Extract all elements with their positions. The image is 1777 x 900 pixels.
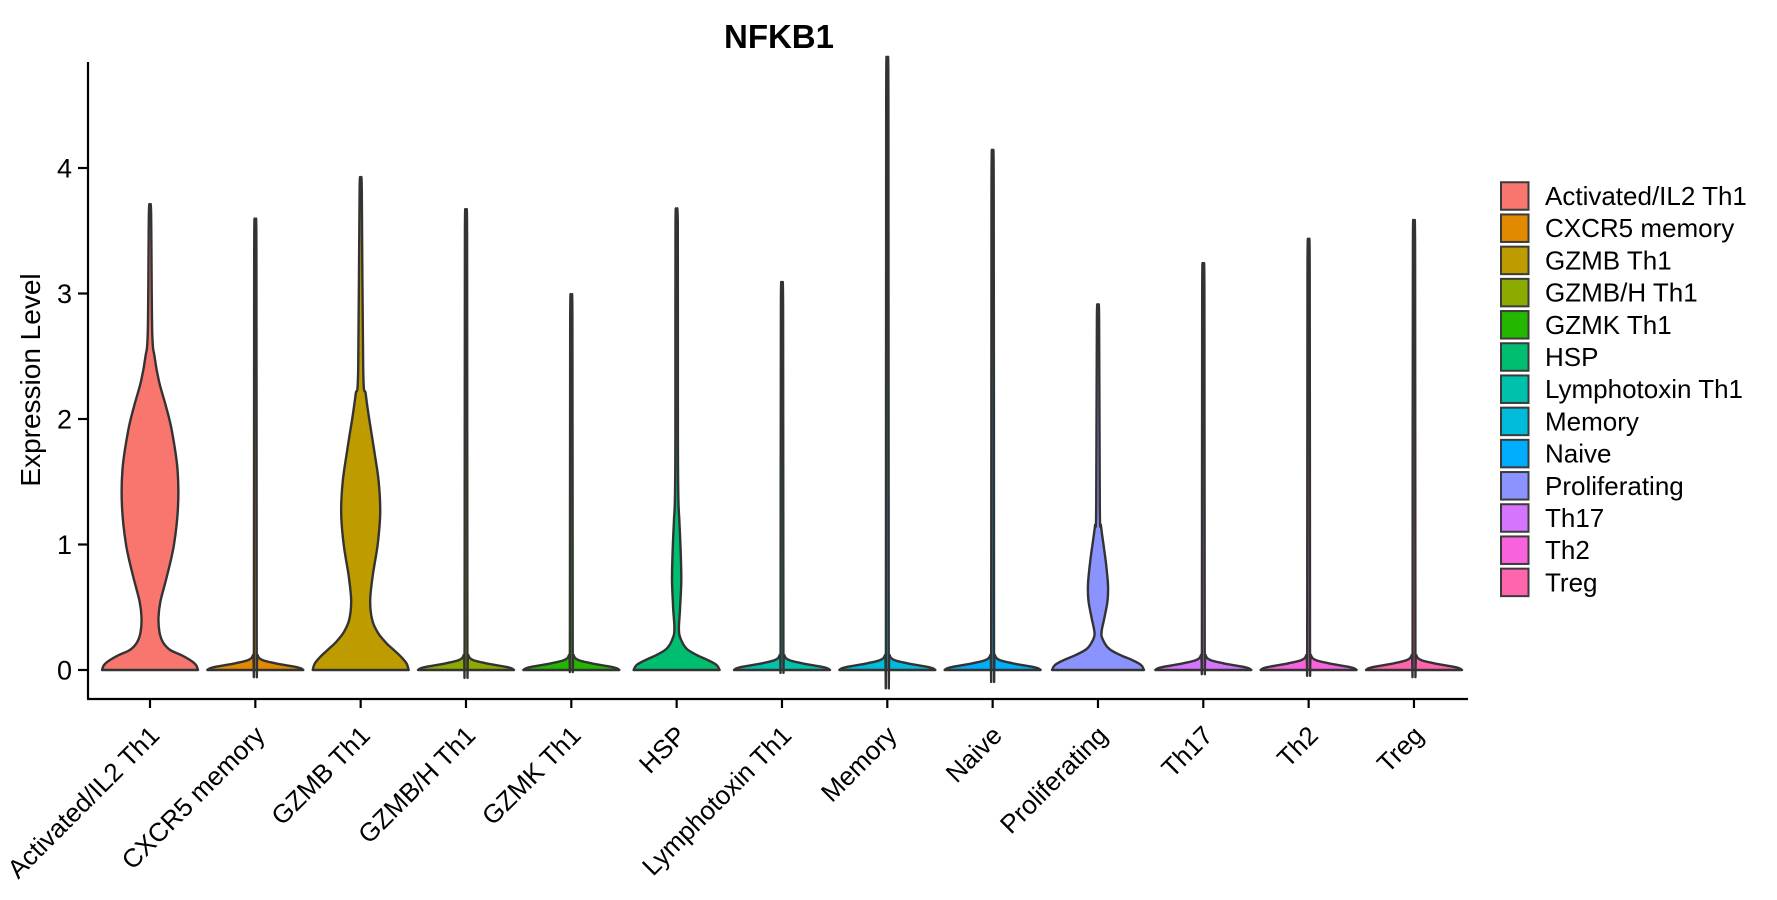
legend-label: Th2 xyxy=(1545,535,1590,565)
legend-swatch-icon xyxy=(1500,406,1530,437)
x-tick-label-gzmb-th1: GZMB Th1 xyxy=(265,720,376,831)
legend-item-proliferating: Proliferating xyxy=(1500,471,1684,501)
legend-label: Naive xyxy=(1545,439,1611,469)
legend-label: CXCR5 memory xyxy=(1545,213,1734,243)
violin-hsp xyxy=(632,207,721,672)
legend-item-hsp: HSP xyxy=(1500,342,1598,372)
legend-swatch-icon xyxy=(1500,567,1530,598)
y-tick-label-3: 3 xyxy=(57,279,72,309)
violin-gzmk-th1 xyxy=(522,293,621,674)
violin-th2 xyxy=(1259,237,1358,677)
legend-item-naive: Naive xyxy=(1500,438,1611,469)
legend-swatch-icon xyxy=(1500,471,1530,501)
violin-naive xyxy=(943,148,1042,683)
legend-label: Activated/IL2 Th1 xyxy=(1545,181,1747,211)
legend-label: Memory xyxy=(1545,406,1639,436)
legend-item-gzmb-h-th1: GZMB/H Th1 xyxy=(1500,277,1698,308)
y-tick-label-2: 2 xyxy=(57,405,72,435)
x-tick-label-th2: Th2 xyxy=(1271,720,1324,773)
violin-th17 xyxy=(1154,262,1253,676)
legend-item-th17: Th17 xyxy=(1500,503,1604,533)
legend-swatch-icon xyxy=(1500,535,1530,565)
y-tick-label-1: 1 xyxy=(57,530,72,560)
legend-swatch-icon xyxy=(1500,213,1530,243)
legend-item-th2: Th2 xyxy=(1500,535,1590,565)
violins xyxy=(100,55,1464,690)
legend-swatch-icon xyxy=(1500,310,1530,340)
legend-swatch-icon xyxy=(1500,438,1530,469)
violin-treg xyxy=(1364,218,1464,679)
y-tick-label-0: 0 xyxy=(57,656,72,686)
legend-label: GZMK Th1 xyxy=(1545,310,1672,340)
legend-label: GZMB/H Th1 xyxy=(1545,278,1698,308)
x-tick-label-hsp: HSP xyxy=(633,720,692,779)
legend-label: Treg xyxy=(1545,567,1598,597)
legend-swatch-icon xyxy=(1500,503,1530,533)
legend-item-cxcr5-memory: CXCR5 memory xyxy=(1500,213,1734,243)
legend-label: Proliferating xyxy=(1545,471,1684,501)
violin-memory xyxy=(838,55,937,690)
legend-item-treg: Treg xyxy=(1500,567,1598,598)
legend-label: Th17 xyxy=(1545,503,1604,533)
y-tick-label-4: 4 xyxy=(57,154,72,184)
legend-swatch-icon xyxy=(1500,277,1530,308)
violin-gzmb-th1 xyxy=(311,175,410,672)
x-tick-label-proliferating: Proliferating xyxy=(994,720,1113,839)
legend-item-gzmb-th1: GZMB Th1 xyxy=(1500,245,1672,276)
x-tick-label-treg: Treg xyxy=(1371,720,1429,778)
legend-item-memory: Memory xyxy=(1500,406,1639,437)
y-axis-title: Expression Level xyxy=(15,273,46,486)
x-tick-label-memory: Memory xyxy=(815,720,903,808)
legend-swatch-icon xyxy=(1500,342,1530,372)
x-tick-label-gzmk-th1: GZMK Th1 xyxy=(476,720,587,831)
axes xyxy=(78,62,1468,708)
legend-item-gzmk-th1: GZMK Th1 xyxy=(1500,310,1672,340)
legend-swatch-icon xyxy=(1500,245,1530,276)
y-axis-tick-labels: 0 1 2 3 4 xyxy=(57,154,72,686)
x-tick-label-th17: Th17 xyxy=(1155,720,1218,783)
violin-activated-il2-th1 xyxy=(100,202,200,672)
x-tick-label-naive: Naive xyxy=(940,720,1008,788)
legend-label: Lymphotoxin Th1 xyxy=(1545,374,1743,404)
violin-lymphotoxin-th1 xyxy=(732,280,832,675)
legend-item-activated-il2-th1: Activated/IL2 Th1 xyxy=(1500,181,1747,211)
legend-label: HSP xyxy=(1545,342,1598,372)
legend-swatch-icon xyxy=(1500,374,1530,404)
legend-swatch-icon xyxy=(1500,181,1530,211)
legend-item-lymphotoxin-th1: Lymphotoxin Th1 xyxy=(1500,374,1743,404)
violin-cxcr5-memory xyxy=(206,217,305,679)
plot-title: NFKB1 xyxy=(724,18,834,55)
violin-gzmb-h-th1 xyxy=(416,207,516,679)
violin-proliferating xyxy=(1050,303,1146,672)
legend-label: GZMB Th1 xyxy=(1545,245,1672,275)
